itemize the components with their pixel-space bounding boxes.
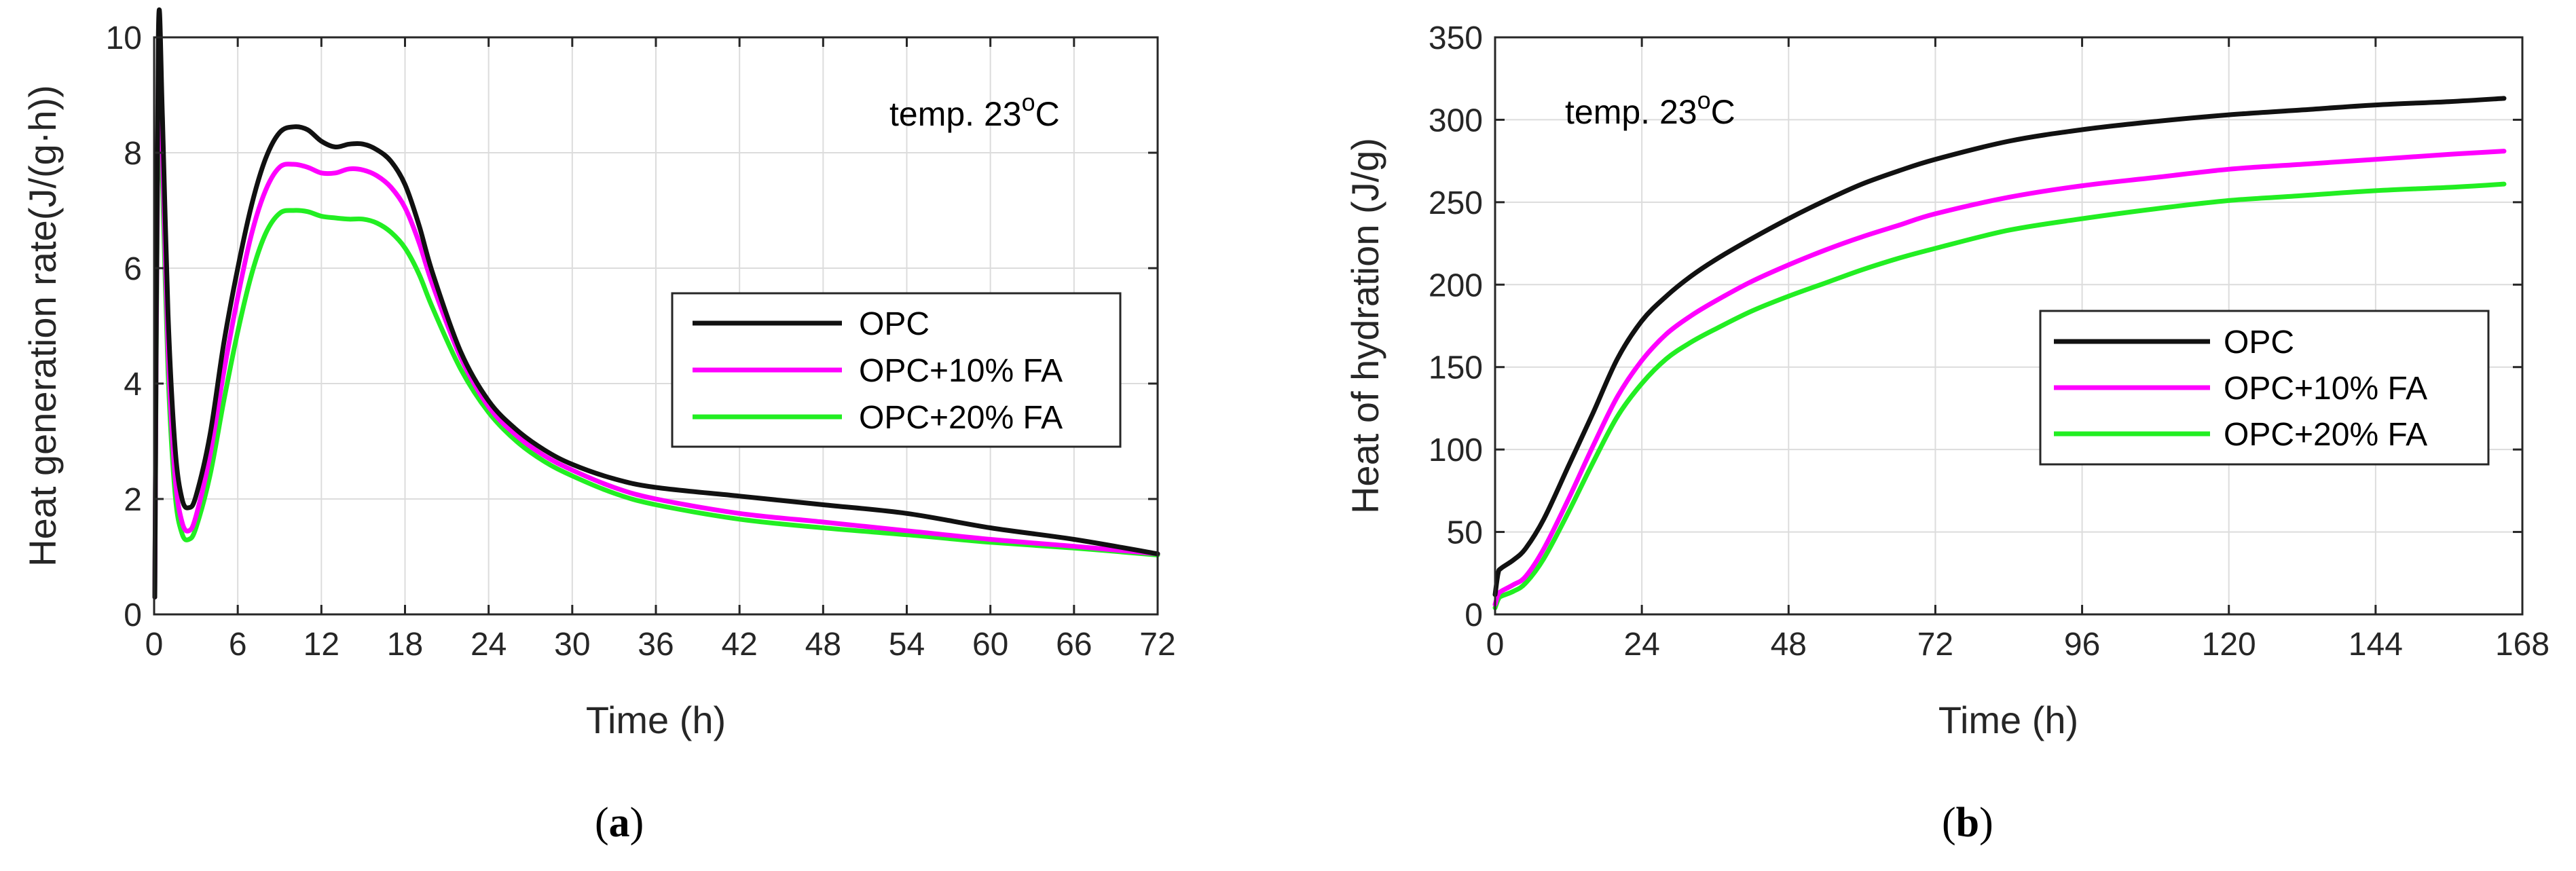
chart-b-legend-label-opc-20fa: OPC+20% FA	[2224, 417, 2427, 453]
chart-a-xtick-label-24: 24	[471, 627, 507, 663]
chart-b-series-opc-10-fa	[1492, 149, 2507, 607]
chart-b-x-ticks: 0 24 48 72 96 120 144 168	[1486, 37, 2550, 663]
chart-b-ytick-label-0: 0	[1465, 597, 1483, 633]
chart-a-ytick-label-6: 6	[124, 251, 142, 287]
chart-b-caption-close: )	[1979, 800, 1993, 846]
chart-a-legend-label-opc-20fa: OPC+20% FA	[859, 400, 1063, 436]
chart-b-caption-open: (	[1942, 800, 1956, 846]
chart-a-ytick-label-4: 4	[124, 367, 142, 403]
chart-b-legend-label-opc-10fa: OPC+10% FA	[2224, 371, 2427, 407]
chart-b-ytick-label-50: 50	[1447, 515, 1483, 551]
chart-b-caption-letter: b	[1956, 800, 1979, 846]
chart-a-temp-prefix: temp. 23	[889, 95, 1022, 133]
chart-b-temp-prefix: temp. 23	[1565, 93, 1697, 131]
chart-b-xtick-label-0: 0	[1486, 627, 1505, 663]
chart-b-legend: OPC OPC+10% FA OPC+20% FA	[2039, 310, 2490, 466]
chart-b-ylabel: Heat of hydration (J/g)	[1344, 138, 1386, 514]
chart-a-xtick-label-36: 36	[638, 627, 674, 663]
chart-a-xtick-label-42: 42	[721, 627, 757, 663]
chart-b-temp-sup: o	[1697, 86, 1711, 114]
chart-b-xtick-label-24: 24	[1623, 627, 1659, 663]
chart-a-caption-close: )	[630, 800, 644, 846]
chart-a-caption-open: (	[595, 800, 609, 846]
chart-a-temp-annotation: temp. 23oC	[889, 88, 1060, 133]
chart-b-ytick-label-350: 350	[1429, 20, 1483, 56]
chart-b-ytick-label-250: 250	[1429, 185, 1483, 221]
chart-a-xtick-label-72: 72	[1139, 627, 1175, 663]
chart-a-temp-sup: o	[1022, 88, 1035, 116]
chart-a-xtick-label-12: 12	[303, 627, 339, 663]
chart-a-ytick-label-10: 10	[106, 20, 142, 56]
chart-a-ylabel: Heat generation rate(J/(g·h))	[21, 85, 64, 567]
chart-b-ytick-label-100: 100	[1429, 432, 1483, 468]
chart-b-axes-box	[1494, 36, 2524, 616]
chart-a-xlabel: Time (h)	[586, 699, 726, 741]
chart-a-xtick-label-66: 66	[1056, 627, 1092, 663]
chart-a-caption: (a)	[595, 800, 644, 846]
chart-a-caption-letter: a	[609, 800, 630, 846]
chart-b-lines	[1492, 96, 2507, 610]
chart-a-x-ticks: 0 6 12 18 24 30 36 42 48 54 60 66 72	[145, 37, 1176, 663]
chart-b-series-opc-20-fa	[1492, 181, 2507, 610]
chart-b-caption: (b)	[1942, 800, 1993, 846]
chart-b-temp-suffix: C	[1711, 93, 1735, 131]
chart-b-xtick-label-120: 120	[2202, 627, 2256, 663]
chart-a-xtick-label-48: 48	[805, 627, 841, 663]
chart-a-xtick-label-60: 60	[972, 627, 1008, 663]
chart-a-legend-label-opc-10fa: OPC+10% FA	[859, 353, 1063, 389]
chart-a-xtick-label-54: 54	[889, 627, 925, 663]
chart-b-xlabel: Time (h)	[1938, 699, 2078, 741]
chart-a-xtick-label-18: 18	[387, 627, 423, 663]
chart-b-ytick-label-300: 300	[1429, 103, 1483, 138]
chart-a-xtick-label-6: 6	[229, 627, 247, 663]
chart-a-lines	[152, 7, 1160, 599]
chart-b-ytick-label-150: 150	[1429, 350, 1483, 386]
chart-a-ytick-label-8: 8	[124, 136, 142, 172]
chart-a-ytick-label-2: 2	[124, 482, 142, 518]
chart-a-xtick-label-0: 0	[145, 627, 164, 663]
chart-a-temp-suffix: C	[1035, 95, 1060, 133]
chart-b-ytick-label-200: 200	[1429, 267, 1483, 303]
chart-a-legend: OPC OPC+10% FA OPC+20% FA	[671, 292, 1122, 448]
chart-b-xtick-label-72: 72	[1917, 627, 1953, 663]
chart-a-xtick-label-30: 30	[554, 627, 590, 663]
chart-a-series-opc	[152, 7, 1160, 599]
chart-b-legend-label-opc: OPC	[2224, 325, 2294, 360]
chart-b-xtick-label-168: 168	[2495, 627, 2550, 663]
chart-b-temp-annotation: temp. 23oC	[1565, 86, 1735, 131]
chart-b-xtick-label-48: 48	[1771, 627, 1807, 663]
chart-b: 0 24 48 72 96 120 144 168 0 50 100 150 200 250 300 350…	[1344, 20, 2550, 846]
chart-b-series-opc	[1492, 96, 2507, 597]
chart-a-y-ticks: 0 2 4 6 8 10	[106, 20, 1158, 633]
chart-a-legend-label-opc: OPC	[859, 306, 930, 342]
chart-b-y-ticks: 0 50 100 150 200 250 300 350	[1429, 20, 2522, 633]
chart-a-ytick-label-0: 0	[124, 597, 142, 633]
chart-b-xtick-label-144: 144	[2349, 627, 2403, 663]
chart-b-xtick-label-96: 96	[2064, 627, 2100, 663]
